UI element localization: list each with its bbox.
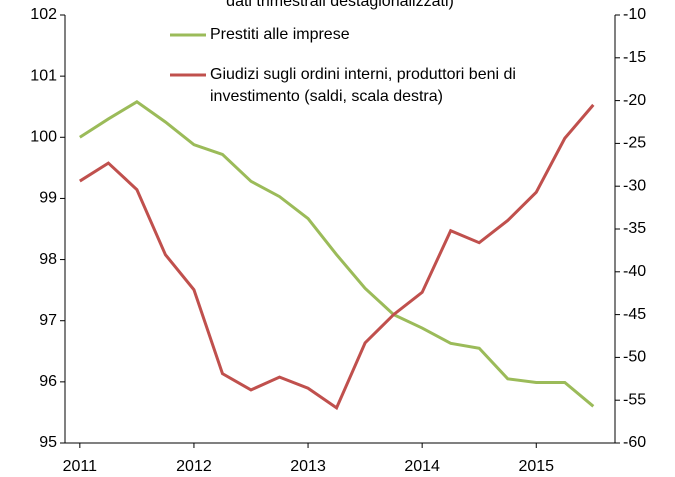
y-tick-label: 96 [39,373,57,390]
y2-tick-label: -55 [623,391,646,408]
legend-label: Giudizi sugli ordini interni, produttori… [210,66,516,105]
chart-subtitle: dati trimestrali destagionalizzati) [226,0,454,10]
y2-tick-label: -15 [623,49,646,66]
y2-tick-label: -20 [623,92,646,109]
y2-tick-label: -50 [623,349,646,366]
y-tick-label: 100 [30,129,57,146]
data-line [79,103,595,411]
y2-tick-label: -10 [623,6,646,23]
y2-tick-label: -45 [623,306,646,323]
y-tick-label: 102 [30,6,57,23]
y2-tick-label: -30 [623,177,646,194]
data-line [79,100,595,408]
y-tick-label: 98 [39,251,57,268]
y-tick-label: 97 [39,312,57,329]
y2-tick-label: -60 [623,434,646,451]
x-tick-label: 2011 [63,458,98,475]
y-tick-label: 95 [39,434,57,451]
y2-tick-label: -35 [623,220,646,237]
x-tick-label: 2013 [290,458,326,475]
x-tick-label: 2012 [176,458,212,475]
x-tick-label: 2014 [404,458,440,475]
y2-tick-label: -40 [623,263,646,280]
y-tick-label: 101 [30,67,57,84]
legend-label: Prestiti alle imprese [210,26,350,43]
x-tick-label: 2015 [518,458,554,475]
y-tick-label: 99 [39,190,57,207]
y2-tick-label: -25 [623,135,646,152]
